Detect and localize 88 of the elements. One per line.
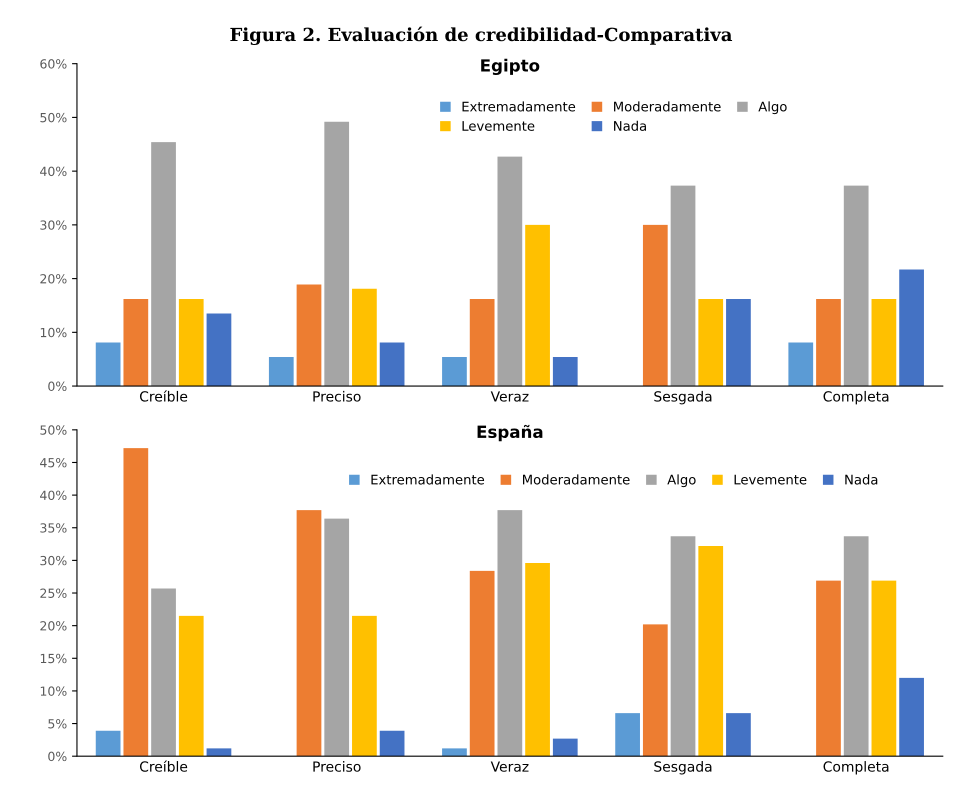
y-tick-label: 20% bbox=[40, 621, 67, 631]
bar bbox=[642, 224, 668, 386]
bar bbox=[525, 224, 550, 386]
x-tick-label: Veraz bbox=[490, 391, 529, 402]
bar bbox=[698, 546, 724, 756]
legend-label: Moderadamente bbox=[523, 474, 630, 485]
y-tick-label: 0% bbox=[48, 752, 67, 762]
bar bbox=[442, 357, 467, 386]
x-tick-label: Veraz bbox=[490, 761, 529, 772]
x-tick-label: Completa bbox=[824, 390, 888, 404]
bar bbox=[96, 342, 120, 386]
bar bbox=[151, 588, 176, 756]
bar bbox=[206, 314, 232, 386]
bar bbox=[470, 570, 495, 756]
x-tick-label: Sesgada bbox=[654, 761, 712, 775]
y-tick-label: 50% bbox=[40, 425, 67, 435]
bar bbox=[726, 299, 751, 386]
bar bbox=[497, 510, 522, 756]
bar bbox=[698, 299, 724, 386]
legend-label: Nada bbox=[614, 120, 646, 131]
bar bbox=[552, 357, 578, 386]
bar bbox=[151, 142, 176, 386]
legend-label: Algo bbox=[667, 474, 696, 488]
y-tick-label: 45% bbox=[40, 458, 67, 468]
bar bbox=[844, 186, 869, 386]
y-tick-label: 5% bbox=[48, 719, 67, 728]
bar bbox=[899, 269, 924, 386]
x-tick-label: Preciso bbox=[313, 390, 361, 402]
y-tick-label: 30% bbox=[40, 220, 67, 230]
bar bbox=[380, 342, 404, 386]
y-tick-label: 0% bbox=[48, 382, 67, 391]
bar bbox=[324, 122, 350, 386]
bar bbox=[206, 748, 232, 756]
bar bbox=[788, 342, 814, 386]
y-tick-label: 40% bbox=[40, 490, 67, 500]
y-tick-label: 30% bbox=[40, 556, 67, 566]
legend-label: Moderadamente bbox=[614, 101, 721, 112]
y-tick-label: 25% bbox=[40, 588, 67, 598]
bar bbox=[296, 510, 322, 756]
bar bbox=[497, 156, 522, 386]
bar bbox=[178, 616, 204, 756]
text: Figura 2. Evaluación de credibilidad-Comparativa bbox=[230, 26, 732, 46]
bar bbox=[296, 284, 322, 386]
bar bbox=[324, 518, 350, 756]
x-tick-label: Completa bbox=[824, 761, 888, 775]
bar bbox=[872, 299, 896, 386]
y-tick-label: 60% bbox=[40, 59, 67, 69]
bar bbox=[552, 738, 578, 756]
bar bbox=[844, 536, 869, 756]
legend-label: Levemente bbox=[734, 474, 806, 485]
legend-label: Extremadamente bbox=[371, 474, 484, 485]
y-tick-label: 10% bbox=[40, 328, 67, 338]
bar bbox=[615, 713, 640, 756]
bar bbox=[816, 299, 841, 386]
bar bbox=[442, 748, 467, 756]
legend-label: Algo bbox=[758, 101, 787, 114]
bar bbox=[670, 186, 696, 386]
x-tick-label: Creíble bbox=[140, 390, 188, 402]
bar bbox=[380, 730, 404, 756]
chart-title: Egipto bbox=[481, 58, 540, 76]
bar bbox=[642, 624, 668, 756]
y-tick-label: 10% bbox=[40, 686, 67, 696]
bar bbox=[670, 536, 696, 756]
legend-label: Extremadamente bbox=[462, 101, 576, 112]
bar bbox=[816, 580, 841, 756]
legend-label: Nada bbox=[845, 474, 878, 485]
bar bbox=[352, 616, 377, 756]
bar bbox=[178, 299, 204, 386]
bar bbox=[352, 288, 377, 386]
y-tick-label: 50% bbox=[40, 112, 67, 122]
x-tick-label: Preciso bbox=[313, 761, 361, 772]
bar bbox=[899, 678, 924, 756]
bar bbox=[726, 713, 751, 756]
x-tick-label: Sesgada bbox=[654, 390, 712, 404]
bar bbox=[470, 299, 495, 386]
y-tick-label: 35% bbox=[40, 523, 67, 533]
y-tick-label: 40% bbox=[40, 166, 67, 176]
chart-title: España bbox=[478, 424, 542, 442]
y-tick-label: 15% bbox=[40, 654, 67, 664]
bar bbox=[872, 580, 896, 756]
y-tick-label: 20% bbox=[40, 274, 67, 284]
legend-label: Levemente bbox=[462, 121, 534, 131]
bar bbox=[96, 730, 120, 756]
bar bbox=[525, 562, 550, 756]
bar bbox=[123, 448, 148, 756]
bar bbox=[268, 357, 294, 386]
x-tick-label: Creíble bbox=[140, 760, 188, 772]
bar bbox=[123, 299, 148, 386]
